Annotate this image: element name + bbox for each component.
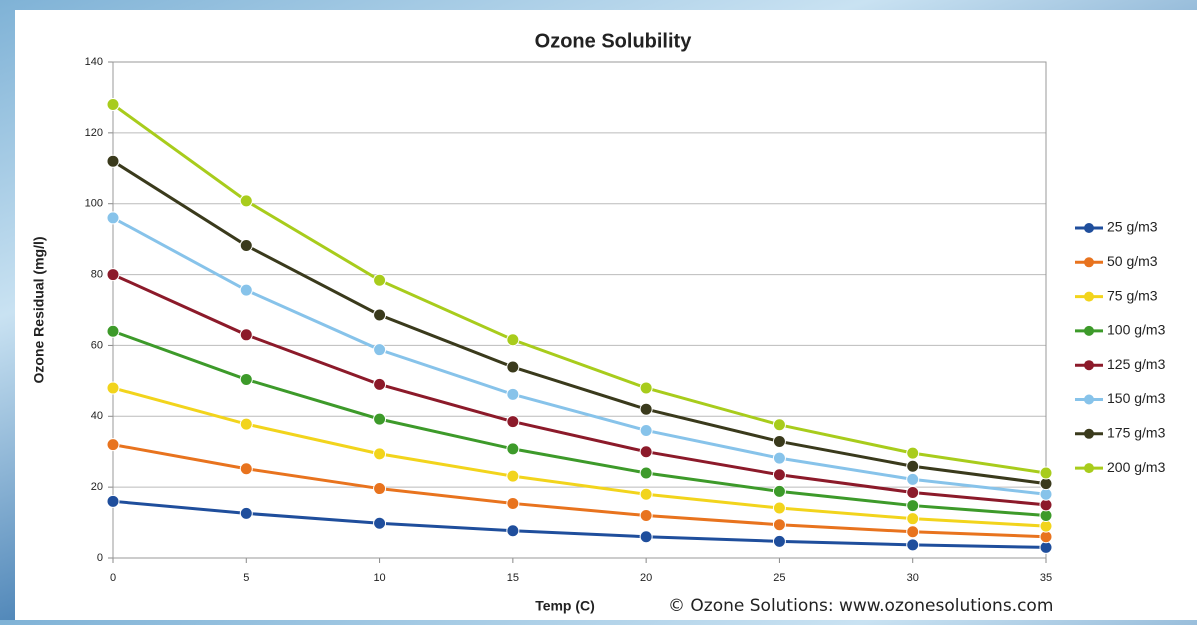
legend-label: 25 g/m3 [1107,219,1158,235]
point [507,388,519,400]
point [773,519,785,531]
annotation: © Ozone Solutions: www.ozonesolutions.co… [668,596,1053,616]
y-tick-label: 60 [91,339,103,351]
point [773,435,785,447]
x-tick-label: 10 [373,572,385,584]
point [374,274,386,286]
legend-label: 200 g/m3 [1107,459,1166,475]
legend-label: 100 g/m3 [1107,322,1166,338]
chart: Ozone Solubility Ozone Residual (mg/l) T… [0,0,1197,620]
point [107,155,119,167]
legend-marker [1084,429,1094,439]
x-tick-label: 35 [1040,572,1052,584]
point [107,382,119,394]
legend-marker [1084,463,1094,473]
point [374,344,386,356]
y-tick-label: 100 [85,198,103,210]
point [640,382,652,394]
legend-marker [1084,395,1094,405]
x-tick-label: 25 [773,572,785,584]
y-tick-label: 20 [91,481,103,493]
legend-label: 50 g/m3 [1107,253,1158,269]
point [907,447,919,459]
point [907,486,919,498]
point [640,424,652,436]
point [640,403,652,415]
y-tick-label: 40 [91,410,103,422]
y-tick-label: 120 [85,127,103,139]
point [507,361,519,373]
chart-panel [15,10,1197,620]
point [107,269,119,281]
point [907,526,919,538]
point [240,373,252,385]
point [640,488,652,500]
point [773,452,785,464]
x-tick-label: 0 [110,572,116,584]
point [374,483,386,495]
point [107,325,119,337]
point [240,195,252,207]
point [374,517,386,529]
point [507,525,519,537]
point [907,500,919,512]
point [507,470,519,482]
chart-title: Ozone Solubility [535,30,693,52]
point [240,329,252,341]
y-tick-label: 80 [91,268,103,280]
point [773,502,785,514]
x-axis-label: Temp (C) [535,598,595,614]
point [507,497,519,509]
legend-label: 150 g/m3 [1107,390,1166,406]
legend-marker [1084,360,1094,370]
y-axis-label: Ozone Residual (mg/l) [31,236,47,383]
point [640,531,652,543]
y-tick-label: 0 [97,552,103,564]
legend-marker [1084,326,1094,336]
point [1040,467,1052,479]
point [507,416,519,428]
point [374,448,386,460]
point [907,513,919,525]
point [107,212,119,224]
point [907,539,919,551]
point [374,413,386,425]
point [640,467,652,479]
x-tick-label: 5 [243,572,249,584]
point [240,463,252,475]
point [374,309,386,321]
point [107,495,119,507]
point [773,535,785,547]
point [907,460,919,472]
point [640,509,652,521]
point [107,99,119,111]
x-tick-label: 30 [907,572,919,584]
point [107,439,119,451]
point [240,507,252,519]
point [240,418,252,430]
point [374,378,386,390]
point [773,469,785,481]
legend-marker [1084,257,1094,267]
legend-marker [1084,223,1094,233]
point [240,284,252,296]
point [240,240,252,252]
legend-marker [1084,292,1094,302]
legend-label: 125 g/m3 [1107,356,1166,372]
point [773,419,785,431]
legend-label: 175 g/m3 [1107,425,1166,441]
y-tick-label: 140 [85,56,103,68]
point [773,485,785,497]
point [907,473,919,485]
point [507,334,519,346]
point [507,443,519,455]
legend-label: 75 g/m3 [1107,287,1158,303]
x-tick-label: 20 [640,572,652,584]
x-tick-label: 15 [507,572,519,584]
point [640,446,652,458]
